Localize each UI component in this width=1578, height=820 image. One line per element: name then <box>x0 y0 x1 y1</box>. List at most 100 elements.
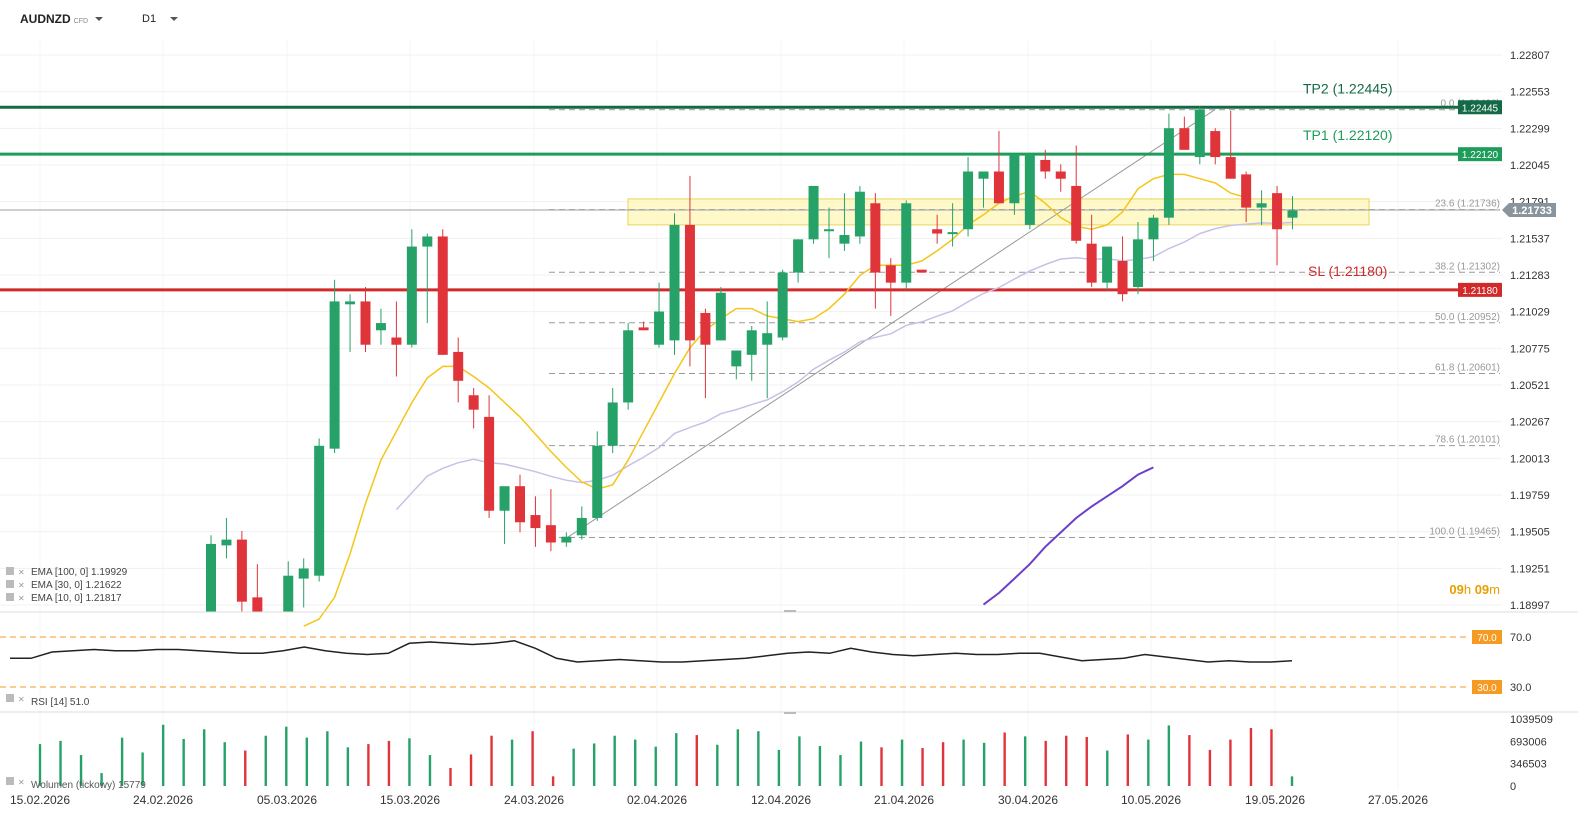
candle-body[interactable] <box>499 486 510 511</box>
candle-body[interactable] <box>824 229 834 232</box>
candle-body[interactable] <box>406 246 417 345</box>
legend-close-icon: ✕ <box>18 581 25 590</box>
candle-body[interactable] <box>839 235 850 244</box>
candle-body[interactable] <box>885 265 896 283</box>
candle-body[interactable] <box>623 330 634 403</box>
candle-body[interactable] <box>206 543 216 619</box>
candle-body[interactable] <box>1055 171 1066 179</box>
candle-body[interactable] <box>1040 159 1051 172</box>
date-tick-label: 10.05.2026 <box>1121 793 1181 807</box>
candle-body[interactable] <box>1024 154 1035 225</box>
candle-body[interactable] <box>1148 217 1159 240</box>
candle-body[interactable] <box>221 539 232 546</box>
candle-body[interactable] <box>576 517 587 536</box>
fib-trendline[interactable] <box>566 109 1216 539</box>
candle-body[interactable] <box>746 330 757 355</box>
candle-body[interactable] <box>592 445 603 518</box>
candle-body[interactable] <box>329 301 340 449</box>
candle-body[interactable] <box>777 272 788 338</box>
candle-body[interactable] <box>545 525 556 543</box>
pane-resize-handle[interactable] <box>784 610 796 612</box>
candle-body[interactable] <box>793 239 804 273</box>
price-tick-label: 1.19505 <box>1510 527 1550 539</box>
candle-body[interactable] <box>268 619 278 631</box>
candle-body[interactable] <box>515 486 525 523</box>
candle-body[interactable] <box>916 269 927 273</box>
candle-body[interactable] <box>530 515 541 529</box>
volume-settings-icon[interactable] <box>6 777 14 785</box>
candle-body[interactable] <box>607 402 618 446</box>
candle-body[interactable] <box>484 416 495 511</box>
candle-body[interactable] <box>1117 260 1128 295</box>
candle-body[interactable] <box>252 597 263 630</box>
candle-body[interactable] <box>1241 174 1252 208</box>
candle-body[interactable] <box>1009 154 1020 204</box>
candle-body[interactable] <box>468 395 479 410</box>
ema30-line[interactable] <box>395 221 1293 511</box>
candle-body[interactable] <box>901 203 912 283</box>
pane-resize-handle[interactable] <box>784 712 796 714</box>
candle-body[interactable] <box>1163 128 1174 218</box>
candle-body[interactable] <box>669 224 680 341</box>
candle-body[interactable] <box>1225 157 1236 179</box>
date-tick-label: 24.02.2026 <box>133 793 193 807</box>
candle-body[interactable] <box>314 445 325 576</box>
candle-body[interactable] <box>360 301 371 345</box>
candle-body[interactable] <box>715 292 726 341</box>
candle-body[interactable] <box>1179 128 1190 150</box>
candle-body[interactable] <box>700 312 711 345</box>
candle-body[interactable] <box>932 229 943 234</box>
legend-settings-icon[interactable] <box>6 567 14 575</box>
candle-body[interactable] <box>947 232 958 235</box>
candle-body[interactable] <box>422 236 433 247</box>
candle-body[interactable] <box>298 568 309 579</box>
candle-body[interactable] <box>963 171 974 230</box>
symbol-chevron-down-icon[interactable] <box>95 17 103 21</box>
legend-settings-icon[interactable] <box>6 580 14 588</box>
volume-bar <box>900 739 904 786</box>
candle-body[interactable] <box>993 171 1004 204</box>
volume-bar <box>305 737 309 786</box>
candle-body[interactable] <box>283 575 294 621</box>
candle-body[interactable] <box>561 536 572 543</box>
candle-body[interactable] <box>1287 210 1298 218</box>
volume-bar <box>510 739 514 786</box>
candle-body[interactable] <box>437 236 448 355</box>
candle-body[interactable] <box>1256 203 1267 208</box>
legend-settings-icon[interactable] <box>6 593 14 601</box>
rsi-settings-icon[interactable] <box>6 694 14 702</box>
candle-body[interactable] <box>375 323 386 331</box>
candle-body[interactable] <box>391 337 402 345</box>
volume-bar <box>613 735 616 786</box>
candle-body[interactable] <box>731 350 742 367</box>
timeframe-chevron-down-icon[interactable] <box>170 17 178 21</box>
candle-body[interactable] <box>1133 239 1143 287</box>
ema100-line[interactable] <box>982 466 1154 606</box>
candle-body[interactable] <box>638 327 649 331</box>
candle-body[interactable] <box>1194 109 1205 158</box>
candle-body[interactable] <box>808 185 819 240</box>
candle-body[interactable] <box>870 203 881 273</box>
date-tick-label: 05.03.2026 <box>257 793 317 807</box>
fib-level-label: 38.2 (1.21302) <box>1435 261 1500 272</box>
candle-body[interactable] <box>762 333 773 345</box>
volume-bar <box>428 755 432 786</box>
candle-body[interactable] <box>1210 131 1221 158</box>
candle-body[interactable] <box>1272 193 1283 230</box>
candle-body[interactable] <box>684 224 695 341</box>
timeframe-selector[interactable]: D1 <box>142 13 157 25</box>
candle-body[interactable] <box>978 171 989 179</box>
candle-body[interactable] <box>236 539 247 602</box>
candle-body[interactable] <box>453 351 464 381</box>
rsi-line[interactable] <box>10 640 1293 663</box>
candle-body[interactable] <box>1102 246 1113 283</box>
candle-body[interactable] <box>854 191 865 237</box>
date-tick-label: 12.04.2026 <box>751 793 811 807</box>
volume-bar <box>100 773 103 786</box>
symbol-selector[interactable]: AUDNZD CFD <box>20 12 88 26</box>
candle-body[interactable] <box>654 311 665 345</box>
candle-body[interactable] <box>345 301 356 305</box>
candle-body[interactable] <box>1071 185 1082 241</box>
candle-body[interactable] <box>1086 243 1097 283</box>
